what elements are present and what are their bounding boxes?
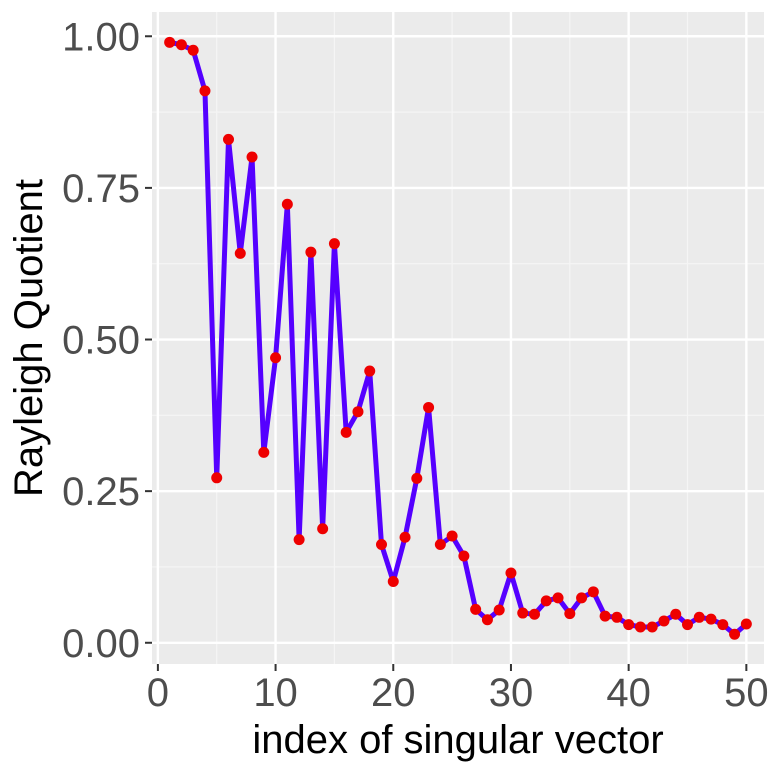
data-point: [470, 603, 482, 615]
data-point: [187, 44, 199, 56]
data-point: [552, 592, 564, 604]
x-tick-label: 30: [489, 671, 534, 715]
data-point: [328, 238, 340, 250]
minor-gridlines: [152, 12, 764, 664]
data-point: [364, 365, 376, 377]
series-points-group: [164, 36, 752, 640]
y-tick-label: 1.00: [62, 15, 140, 59]
data-point: [234, 247, 246, 259]
data-point: [740, 618, 752, 630]
data-point: [164, 36, 176, 48]
data-point: [599, 610, 611, 622]
data-point: [399, 531, 411, 543]
x-tick-label: 0: [147, 671, 169, 715]
y-axis-ticks: 0.00 0.25 0.50 0.75 1.00: [62, 15, 152, 666]
data-point: [611, 611, 623, 623]
data-point: [352, 406, 364, 418]
data-point: [717, 619, 729, 631]
y-tick-label: 0.50: [62, 319, 140, 363]
y-tick-label: 0.00: [62, 622, 140, 666]
data-point: [729, 628, 741, 640]
data-point: [658, 615, 670, 627]
x-tick-label: 20: [371, 671, 416, 715]
x-axis-ticks: 0 10 20 30 40 50: [147, 664, 769, 715]
data-point: [258, 446, 270, 458]
data-point: [411, 472, 423, 484]
data-point: [175, 39, 187, 51]
data-point: [540, 595, 552, 607]
x-axis-title: index of singular vector: [252, 718, 663, 762]
data-point: [670, 608, 682, 620]
data-point: [434, 539, 446, 551]
data-point: [529, 608, 540, 620]
data-point: [376, 539, 387, 551]
data-point: [517, 607, 529, 619]
data-point: [211, 472, 223, 484]
major-gridlines: [152, 12, 764, 664]
data-point: [705, 613, 717, 625]
data-point: [682, 619, 693, 631]
y-axis-title: Rayleigh Quotient: [7, 179, 51, 497]
data-point: [293, 534, 305, 546]
data-point: [223, 133, 234, 145]
data-point: [587, 586, 599, 598]
x-tick-label: 40: [606, 671, 651, 715]
x-tick-label: 10: [253, 671, 298, 715]
data-point: [387, 576, 399, 588]
data-point: [458, 550, 470, 562]
data-point: [693, 611, 705, 623]
x-tick-label: 50: [724, 671, 769, 715]
data-point: [305, 246, 317, 258]
data-point: [317, 523, 329, 535]
data-point: [576, 592, 588, 604]
data-point: [564, 608, 576, 620]
data-point: [281, 198, 293, 210]
data-point: [199, 85, 211, 97]
data-point: [423, 401, 435, 413]
y-tick-label: 0.75: [62, 167, 140, 211]
data-point: [505, 567, 517, 579]
data-point: [446, 530, 458, 542]
data-point: [246, 151, 258, 163]
data-point: [493, 604, 505, 616]
data-point: [646, 621, 658, 633]
plot-panel: [152, 12, 764, 664]
y-tick-label: 0.25: [62, 470, 140, 514]
data-point: [270, 352, 282, 364]
data-point: [481, 614, 493, 626]
data-point: [623, 619, 635, 631]
data-point: [340, 426, 352, 438]
data-point: [634, 621, 646, 633]
